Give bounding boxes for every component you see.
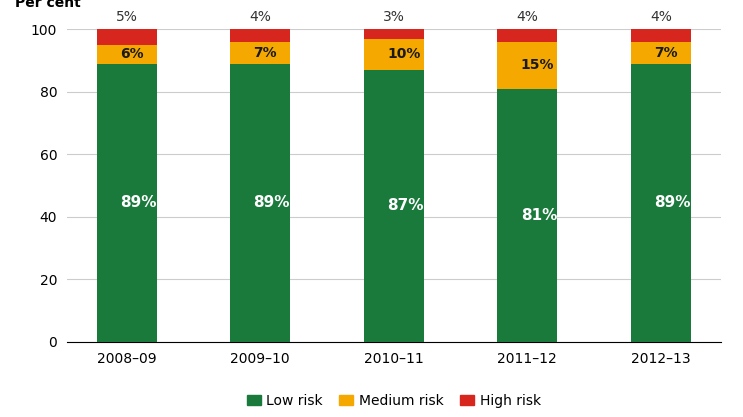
Text: 89%: 89% [120,195,157,210]
Bar [230,42,291,64]
Text: 4%: 4% [650,10,672,25]
Bar [497,42,557,89]
Text: Per cent: Per cent [15,0,80,10]
Bar [364,70,424,342]
Bar [230,64,291,342]
Text: 81%: 81% [521,208,557,223]
Text: 7%: 7% [253,45,277,60]
Bar [631,64,691,342]
Text: 10%: 10% [387,47,421,61]
Text: 7%: 7% [655,45,678,60]
Bar [497,89,557,342]
Text: 4%: 4% [516,10,538,25]
Text: 6%: 6% [120,47,143,61]
Text: 15%: 15% [521,58,554,72]
Bar [97,64,157,342]
Legend: Low risk, Medium risk, High risk: Low risk, Medium risk, High risk [241,388,546,413]
Text: 4%: 4% [250,10,271,25]
Bar [631,42,691,64]
Bar [97,29,157,45]
Text: 89%: 89% [655,195,691,210]
Bar [230,29,291,42]
Bar [631,29,691,42]
Text: 89%: 89% [253,195,290,210]
Bar [364,29,424,39]
Text: 3%: 3% [383,10,405,25]
Text: 87%: 87% [387,198,424,214]
Bar [497,29,557,42]
Bar [97,45,157,64]
Text: 5%: 5% [116,10,137,25]
Bar [364,39,424,70]
